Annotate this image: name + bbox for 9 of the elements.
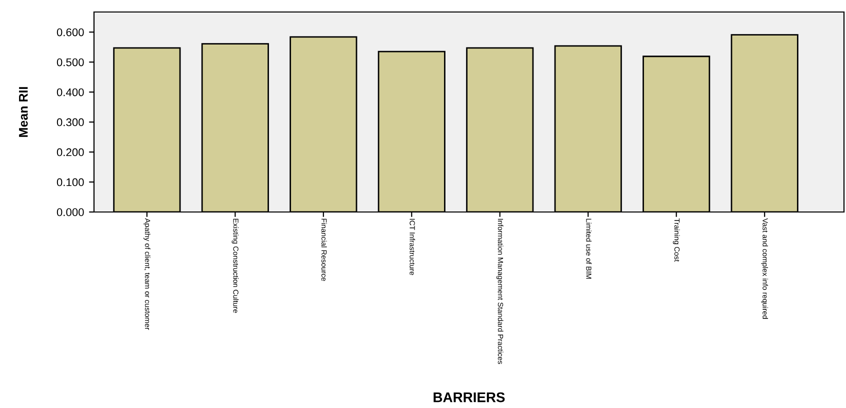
x-axis-title: BARRIERS xyxy=(434,392,505,402)
y-tick-label: 0.300 xyxy=(56,118,84,126)
y-tick-label: 0.000 xyxy=(56,208,84,216)
y-tick-label: 0.200 xyxy=(56,148,84,156)
y-tick-label: 0.100 xyxy=(56,178,84,186)
y-tick-label: 0.500 xyxy=(56,58,84,66)
y-tick-label: 0.400 xyxy=(56,88,84,96)
y-axis-title: Mean RII xyxy=(19,87,28,137)
y-tick-label: 0.600 xyxy=(56,28,84,36)
